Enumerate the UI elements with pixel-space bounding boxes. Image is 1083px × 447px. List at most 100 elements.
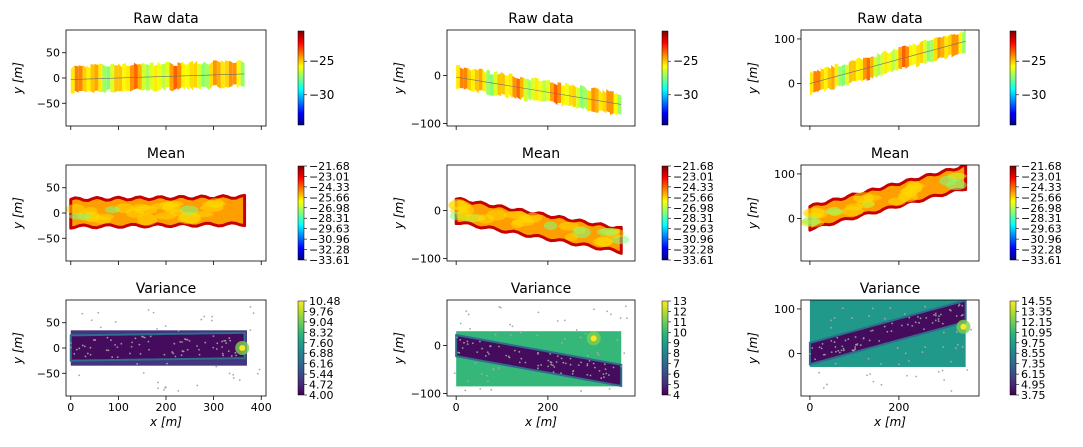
colorbar	[661, 165, 669, 261]
sample-point	[919, 317, 922, 320]
y-tick-label: −100	[411, 253, 441, 266]
sample-point	[822, 387, 825, 389]
sample-point	[177, 390, 180, 392]
sample-point	[859, 344, 862, 346]
sample-point	[811, 347, 814, 349]
sample-point	[252, 312, 255, 315]
sample-point	[179, 340, 182, 343]
sample-point	[921, 351, 924, 353]
sample-point	[956, 343, 959, 346]
colorbar-tick-label: 12.15	[1021, 316, 1053, 329]
sample-point	[961, 304, 964, 307]
sample-point	[148, 348, 150, 351]
plot-area-var-0	[69, 306, 261, 392]
sample-point	[923, 328, 925, 331]
data-strip	[901, 45, 906, 68]
sample-point	[862, 337, 865, 339]
sample-point	[598, 369, 601, 372]
sample-point	[120, 342, 123, 345]
sample-point	[906, 374, 908, 377]
data-strip	[212, 60, 217, 86]
sample-point	[809, 352, 811, 355]
sample-point	[177, 329, 180, 332]
sample-point	[612, 366, 615, 369]
colorbar-tick-label: −25	[1021, 54, 1046, 68]
mean-blob	[448, 199, 468, 211]
chart-title: Variance	[860, 281, 920, 297]
data-strip	[855, 57, 860, 82]
colorbar-tick-label: 6.88	[309, 347, 334, 360]
sample-point	[499, 306, 502, 309]
sample-point	[114, 321, 117, 323]
plot-area-mean-2	[801, 165, 968, 232]
sample-point	[81, 344, 84, 347]
sample-point	[549, 353, 552, 355]
sample-point	[111, 356, 114, 358]
colorbar-tick-label: −30	[1021, 88, 1046, 102]
data-strip	[486, 70, 490, 96]
y-tick-label: 0	[53, 342, 60, 355]
sample-point	[465, 310, 468, 312]
sample-point	[822, 353, 825, 356]
data-strip	[852, 60, 856, 82]
sample-point	[511, 325, 514, 328]
colorbar-tick-label: −30.96	[673, 233, 714, 246]
x-tick-label: 300	[203, 401, 224, 414]
sample-point	[471, 342, 474, 345]
x-axis-label: x [m]	[524, 415, 557, 429]
sample-point	[586, 363, 589, 365]
plot-area-raw-1	[456, 64, 622, 116]
y-axis-label: y [m]	[392, 332, 406, 365]
data-strip	[838, 66, 842, 87]
sample-point	[478, 340, 481, 343]
sample-point	[950, 390, 953, 392]
data-strip	[240, 60, 245, 87]
variance-hotspot-core	[960, 323, 967, 330]
sample-point	[224, 339, 227, 342]
data-strip	[579, 85, 584, 110]
sample-point	[854, 343, 857, 346]
sample-point	[600, 377, 603, 380]
data-strip	[82, 64, 87, 93]
data-strip	[205, 62, 210, 90]
sample-point	[886, 330, 889, 333]
sample-point	[186, 348, 189, 351]
sample-point	[489, 345, 491, 348]
sample-point	[838, 351, 841, 354]
sample-point	[607, 374, 610, 376]
x-tick-label: 0	[453, 401, 460, 414]
colorbar-tick-label: −25	[673, 54, 698, 68]
sample-point	[89, 353, 92, 356]
sample-point	[212, 346, 215, 349]
data-strip	[848, 59, 853, 84]
x-tick-label: 0	[806, 401, 813, 414]
colorbar-tick-label: −32.28	[1021, 244, 1062, 257]
colorbar-tick-label: 4.72	[309, 379, 334, 392]
sample-point	[833, 341, 836, 343]
colorbar-tick-label: −26.98	[1021, 202, 1062, 215]
sample-point	[943, 331, 945, 334]
colorbar	[661, 300, 669, 396]
mean-blob	[93, 216, 112, 224]
data-strip	[909, 44, 913, 67]
y-tick-label: 100	[774, 33, 795, 46]
sample-point	[235, 354, 238, 357]
mean-blob	[511, 219, 524, 229]
sample-point	[954, 347, 957, 350]
sample-point	[834, 362, 837, 365]
sample-point	[856, 343, 859, 345]
sample-point	[99, 326, 102, 329]
colorbar-tick-label: −23.01	[673, 170, 714, 183]
sample-point	[870, 329, 872, 332]
y-axis-label: y [m]	[746, 332, 760, 365]
sample-point	[550, 363, 553, 366]
sample-point	[597, 353, 600, 356]
sample-point	[903, 313, 906, 315]
mean-blob	[518, 214, 532, 224]
sample-point	[604, 368, 607, 371]
data-strip	[98, 63, 103, 93]
sample-point	[547, 359, 550, 362]
colorbar-tick-label: −21.68	[673, 160, 714, 173]
sample-point	[164, 325, 167, 327]
sample-point	[456, 336, 458, 339]
